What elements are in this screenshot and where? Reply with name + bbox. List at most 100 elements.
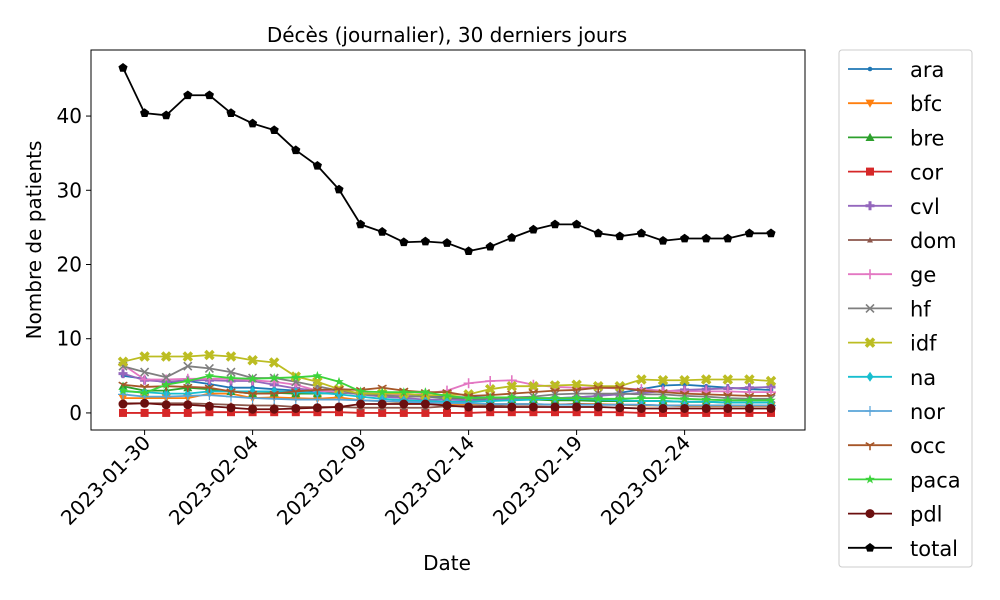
data-point-total [485, 241, 495, 251]
data-point-total [161, 110, 171, 120]
data-point-paca [118, 385, 128, 395]
legend-marker [865, 303, 875, 313]
data-point-ge [139, 374, 150, 385]
data-point-paca [226, 373, 236, 383]
data-point-paca [528, 393, 539, 403]
data-point-paca [183, 376, 193, 386]
x-tick-label: 2023-02-04 [164, 431, 263, 530]
legend-label: pdl [910, 503, 943, 527]
data-point-cor [443, 408, 451, 417]
data-point-ge [485, 376, 496, 387]
data-point-pdl [334, 402, 344, 412]
y-tick-label: 20 [57, 252, 82, 276]
data-point-cor [356, 408, 365, 417]
data-point-total [204, 90, 214, 100]
data-point-pdl [680, 403, 690, 413]
data-point-total [291, 145, 301, 155]
data-point-cor [507, 408, 516, 417]
y-tick-label: 10 [57, 327, 82, 351]
data-point-total [442, 238, 452, 247]
data-point-total [658, 235, 668, 245]
data-point-paca [550, 393, 560, 403]
legend-entry-nor: nor [848, 400, 945, 424]
data-point-total [572, 219, 582, 229]
data-point-cor [205, 408, 214, 417]
legend-marker [865, 543, 875, 552]
legend-marker [865, 269, 875, 280]
data-point-paca [593, 393, 603, 403]
legend-label: na [910, 366, 936, 390]
data-point-idf [268, 357, 280, 368]
y-axis: 0 10 20 30 40 [57, 104, 91, 425]
data-point-pdl [528, 402, 538, 412]
data-point-total [356, 219, 366, 229]
data-point-pdl [615, 403, 625, 413]
data-point-occ [615, 384, 625, 393]
data-point-total [528, 224, 538, 234]
y-axis-label: Nombre de patients [22, 141, 46, 340]
data-point-idf [744, 374, 755, 385]
legend-entry-total: total [848, 537, 958, 561]
data-point-paca [658, 393, 668, 403]
legend-label: cor [910, 161, 943, 185]
data-point-total [550, 219, 560, 229]
data-point-paca [723, 395, 733, 405]
data-point-idf [636, 374, 647, 385]
data-point-idf [182, 351, 194, 362]
data-point-pdl [636, 403, 646, 413]
data-point-nor [312, 394, 323, 405]
legend-entry-pdl: pdl [848, 503, 943, 527]
data-point-paca [679, 393, 690, 403]
data-point-pdl [356, 399, 366, 409]
data-point-idf [204, 349, 215, 361]
legend-label: nor [910, 400, 945, 424]
data-point-paca [312, 370, 323, 380]
data-point-pdl [140, 398, 150, 408]
data-point-paca [701, 394, 711, 404]
legend-marker [864, 337, 876, 348]
legend-entry-occ: occ [848, 434, 946, 458]
x-tick-label: 2023-02-24 [596, 431, 695, 530]
data-point-idf [700, 374, 712, 385]
data-point-ara [660, 383, 666, 388]
data-point-cor [119, 408, 127, 417]
x-tick-label: 2023-01-30 [56, 431, 155, 530]
legend-marker [865, 442, 875, 451]
data-point-total [636, 228, 646, 238]
data-point-idf [139, 351, 150, 362]
data-point-cor [162, 408, 171, 417]
data-point-paca [139, 387, 150, 397]
data-point-pdl [399, 399, 409, 409]
legend-entry-na: na [848, 366, 936, 390]
data-point-paca [615, 393, 625, 403]
data-point-total [420, 236, 430, 246]
legend-label: ge [910, 263, 936, 287]
data-point-paca [377, 387, 387, 397]
data-point-total [334, 184, 344, 194]
data-point-total [723, 233, 733, 243]
legend-entry-cor: cor [848, 161, 943, 185]
data-point-paca [442, 390, 452, 400]
data-point-total [744, 228, 754, 238]
data-point-occ [183, 383, 193, 392]
data-point-paca [269, 373, 279, 383]
data-point-pdl [291, 403, 301, 413]
data-point-cor [551, 408, 559, 417]
data-point-paca [744, 395, 755, 405]
data-point-idf [117, 356, 129, 367]
series-paca [118, 370, 776, 405]
legend-marker [865, 474, 875, 484]
legend-entry-bfc: bfc [848, 92, 942, 116]
data-point-total [248, 118, 258, 128]
data-point-pdl [226, 403, 236, 413]
data-point-pdl [269, 404, 279, 414]
x-tick-label: 2023-02-09 [272, 431, 371, 530]
data-point-idf [528, 380, 539, 392]
data-point-idf [506, 380, 518, 392]
data-point-pdl [248, 404, 258, 414]
data-point-idf [722, 374, 734, 385]
data-point-total [701, 233, 711, 243]
legend-marker [867, 237, 873, 243]
data-point-paca [766, 395, 776, 405]
data-point-hf [183, 361, 193, 371]
